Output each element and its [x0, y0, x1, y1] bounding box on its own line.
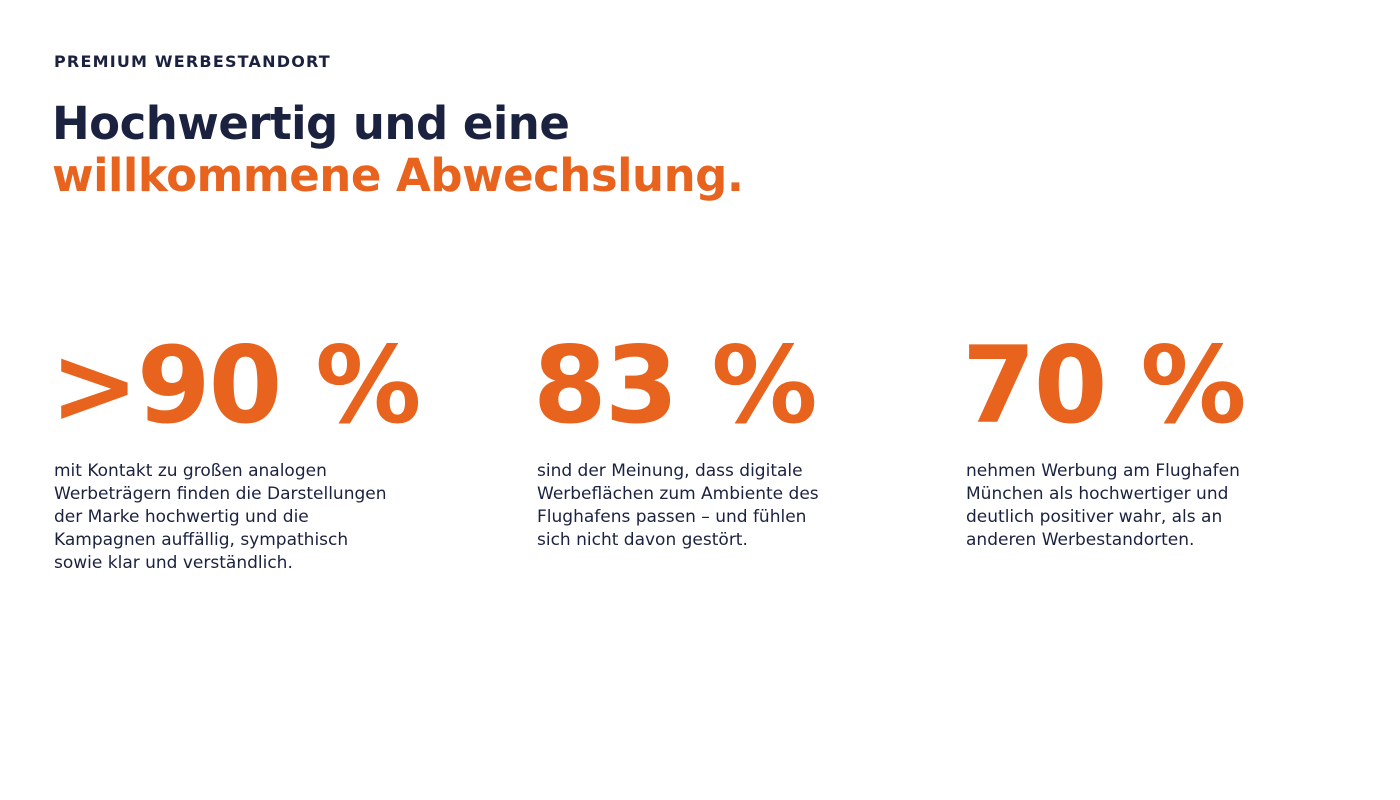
description-line: deutlich positiver wahr, als an — [966, 507, 1223, 527]
eyebrow: PREMIUM WERBESTANDORT — [54, 52, 331, 71]
description-line: sind der Meinung, dass digitale — [537, 461, 803, 481]
headline: Hochwertig und eine willkommene Abwechsl… — [52, 97, 744, 202]
description-line: nehmen Werbung am Flughafen — [966, 461, 1240, 481]
stat-description: nehmen Werbung am Flughafen München als h… — [966, 460, 1245, 552]
description-line: Kampagnen auffällig, sympathisch — [54, 530, 349, 550]
description-line: Werbeträgern finden die Darstellungen — [54, 484, 387, 504]
stat: 70 % nehmen Werbung am Flughafen München a… — [962, 328, 1247, 552]
headline-accent: willkommene Abwechslung. — [52, 149, 744, 202]
description-line: der Marke hochwertig und die — [54, 507, 309, 527]
stat-value: 70 % — [962, 324, 1247, 447]
description-line: anderen Werbestandorten. — [966, 530, 1195, 550]
description-line: mit Kontakt zu großen analogen — [54, 461, 327, 481]
headline-line: Hochwertig und eine — [52, 97, 570, 150]
stat: >90 % mit Kontakt zu großen analogen Werbe… — [50, 328, 421, 575]
description-line: sich nicht davon gestört. — [537, 530, 748, 550]
stat-description: mit Kontakt zu großen analogen Werbeträge… — [54, 460, 419, 575]
stat: 83 % sind der Meinung, dass digitale Werbe… — [533, 328, 819, 552]
description-line: München als hochwertiger und — [966, 484, 1229, 504]
stat-description: sind der Meinung, dass digitale Werbefläc… — [537, 460, 819, 552]
description-line: Werbeflächen zum Ambiente des — [537, 484, 819, 504]
description-line: sowie klar und verständlich. — [54, 553, 293, 573]
stat-value: >90 % — [50, 324, 421, 447]
stat-value: 83 % — [533, 324, 818, 447]
description-line: Flughafens passen – und fühlen — [537, 507, 807, 527]
